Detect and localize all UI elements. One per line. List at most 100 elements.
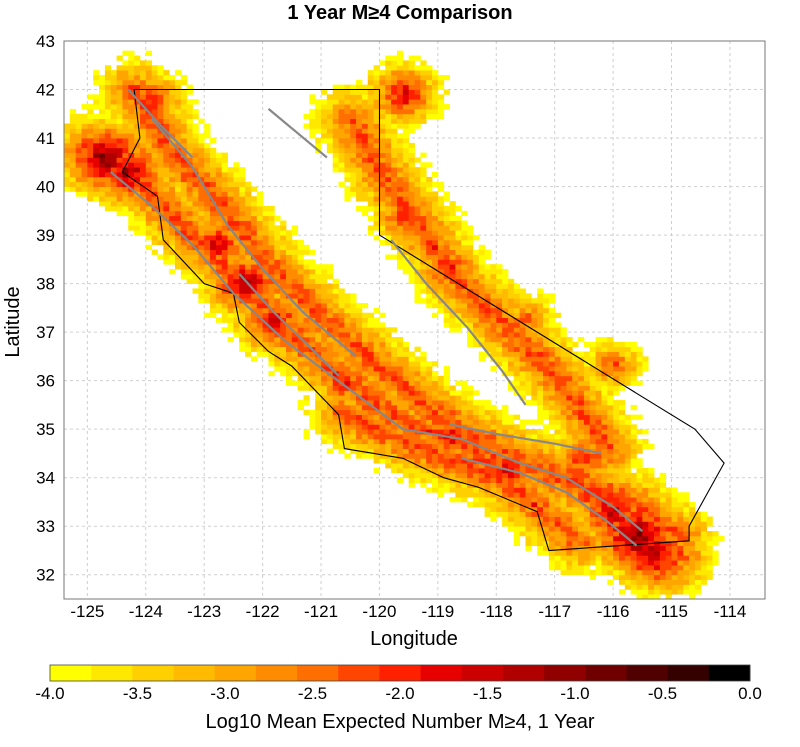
heatmap-cell <box>379 123 386 129</box>
heatmap-cell <box>502 497 509 503</box>
heatmap-cell <box>548 448 556 454</box>
heatmap-cell <box>163 74 170 81</box>
heatmap-cell <box>163 108 170 115</box>
heatmap-cell <box>449 249 456 255</box>
heatmap-cell <box>280 244 287 251</box>
heatmap-cell <box>677 501 684 508</box>
y-tick-label: 34 <box>36 469 55 488</box>
heatmap-cell <box>432 438 439 445</box>
heatmap-cell <box>396 351 404 357</box>
heatmap-cell <box>87 147 94 153</box>
heatmap-cell <box>595 565 602 571</box>
heatmap-cell <box>624 443 632 449</box>
heatmap-cell <box>373 94 380 100</box>
heatmap-cell <box>408 400 415 406</box>
heatmap-cell <box>157 235 164 241</box>
heatmap-cell <box>93 104 100 110</box>
heatmap-cell <box>548 535 556 542</box>
heatmap-cell <box>151 172 158 178</box>
heatmap-cell <box>215 152 223 158</box>
heatmap-cell <box>548 560 556 566</box>
heatmap-cell <box>607 429 614 435</box>
heatmap-cell <box>484 400 491 406</box>
heatmap-cell <box>665 545 672 551</box>
heatmap-cell <box>169 157 176 163</box>
heatmap-cell <box>180 128 188 134</box>
heatmap-cell <box>262 283 269 289</box>
heatmap-cell <box>361 172 369 178</box>
heatmap-cell <box>449 220 456 226</box>
heatmap-cell <box>116 99 123 105</box>
heatmap-cell <box>642 550 649 556</box>
heatmap-cell <box>93 94 100 100</box>
heatmap-cell <box>578 550 585 556</box>
heatmap-cell <box>356 104 363 110</box>
heatmap-cell <box>180 79 188 86</box>
heatmap-cell <box>513 497 521 503</box>
heatmap-cell <box>432 113 439 120</box>
heatmap-cell <box>157 133 164 139</box>
heatmap-cell <box>332 108 339 115</box>
heatmap-cell <box>139 172 147 178</box>
heatmap-cell <box>64 176 71 183</box>
heatmap-cell <box>356 152 363 158</box>
heatmap-cell <box>315 99 322 105</box>
heatmap-cell <box>186 186 193 192</box>
heatmap-cell <box>245 336 252 343</box>
heatmap-cell <box>367 341 375 348</box>
heatmap-cell <box>379 70 386 76</box>
heatmap-cell <box>250 186 258 192</box>
heatmap-cell <box>595 531 602 537</box>
heatmap-cell <box>583 366 591 372</box>
heatmap-cell <box>321 123 328 129</box>
heatmap-cell <box>665 526 672 532</box>
heatmap-cell <box>502 283 509 289</box>
heatmap-cell <box>186 215 193 221</box>
heatmap-cell <box>239 205 246 212</box>
heatmap-cell <box>402 434 410 440</box>
heatmap-cell <box>350 327 357 333</box>
heatmap-cell <box>449 472 456 479</box>
heatmap-cell <box>513 336 521 343</box>
heatmap-cell <box>414 167 421 173</box>
heatmap-cell <box>385 239 392 246</box>
heatmap-cell <box>332 99 339 105</box>
heatmap-cell <box>461 249 468 255</box>
heatmap-cell <box>507 370 515 377</box>
heatmap-cell <box>572 565 579 571</box>
heatmap-cell <box>157 113 164 120</box>
heatmap-cell <box>408 128 415 134</box>
heatmap-cell <box>69 118 77 124</box>
heatmap-cell <box>180 176 188 183</box>
heatmap-cell <box>139 74 147 81</box>
heatmap-cell <box>525 307 532 314</box>
heatmap-cell <box>414 172 421 178</box>
heatmap-cell <box>321 283 328 289</box>
heatmap-cell <box>373 429 380 435</box>
heatmap-cell <box>385 351 392 357</box>
heatmap-cell <box>169 104 176 110</box>
heatmap-cell <box>174 108 182 115</box>
heatmap-cell <box>245 283 252 289</box>
heatmap-cell <box>379 220 386 226</box>
heatmap-cell <box>367 361 375 367</box>
heatmap-cell <box>151 79 158 86</box>
heatmap-cell <box>566 390 573 396</box>
heatmap-cell <box>350 108 357 115</box>
heatmap-cell <box>420 351 427 357</box>
heatmap-cell <box>537 293 544 299</box>
heatmap-cell <box>169 191 176 197</box>
heatmap-cell <box>648 506 655 513</box>
heatmap-cell <box>285 298 293 304</box>
heatmap-cell <box>210 239 217 246</box>
heatmap-cell <box>566 409 573 416</box>
heatmap-cell <box>134 181 141 187</box>
heatmap-cell <box>432 400 439 406</box>
heatmap-cell <box>385 138 392 144</box>
heatmap-cell <box>350 307 357 314</box>
heatmap-cell <box>467 336 474 343</box>
heatmap-cell <box>659 555 667 561</box>
heatmap-cell <box>426 215 433 221</box>
heatmap-cell <box>315 380 322 386</box>
heatmap-cell <box>467 434 474 440</box>
